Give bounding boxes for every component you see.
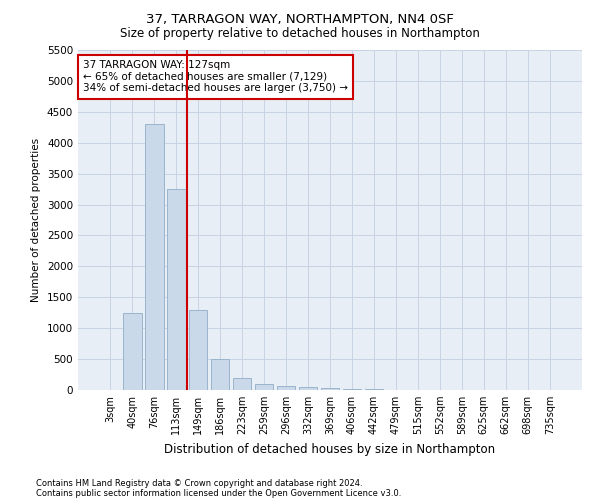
Bar	[211, 359, 229, 390]
Bar	[167, 189, 185, 390]
X-axis label: Distribution of detached houses by size in Northampton: Distribution of detached houses by size …	[164, 442, 496, 456]
Bar	[189, 310, 208, 390]
Bar	[320, 388, 340, 390]
Text: 37 TARRAGON WAY: 127sqm
← 65% of detached houses are smaller (7,129)
34% of semi: 37 TARRAGON WAY: 127sqm ← 65% of detache…	[83, 60, 348, 94]
Text: Size of property relative to detached houses in Northampton: Size of property relative to detached ho…	[120, 28, 480, 40]
Text: Contains HM Land Registry data © Crown copyright and database right 2024.: Contains HM Land Registry data © Crown c…	[36, 478, 362, 488]
Bar	[299, 387, 317, 390]
Bar	[343, 389, 361, 390]
Bar	[145, 124, 164, 390]
Bar	[233, 378, 251, 390]
Bar	[123, 312, 142, 390]
Bar	[255, 384, 274, 390]
Text: Contains public sector information licensed under the Open Government Licence v3: Contains public sector information licen…	[36, 488, 401, 498]
Bar	[277, 386, 295, 390]
Text: 37, TARRAGON WAY, NORTHAMPTON, NN4 0SF: 37, TARRAGON WAY, NORTHAMPTON, NN4 0SF	[146, 12, 454, 26]
Y-axis label: Number of detached properties: Number of detached properties	[31, 138, 41, 302]
